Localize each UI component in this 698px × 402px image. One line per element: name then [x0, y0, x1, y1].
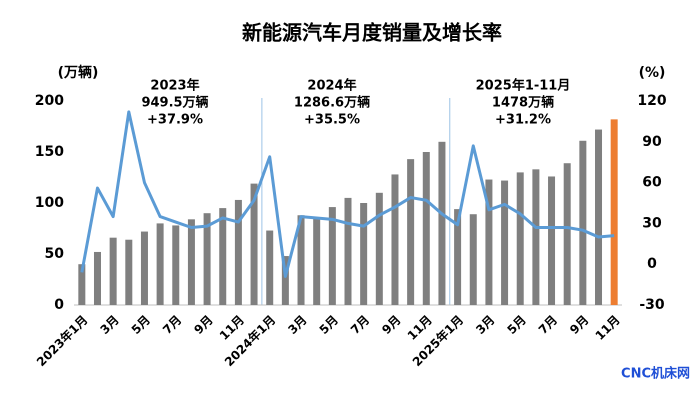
bar [407, 159, 415, 305]
chart-title: 新能源汽车月度销量及增长率 [242, 21, 502, 45]
annotation: 1478万辆 [492, 95, 554, 111]
annotation: 2025年1-11月 [476, 78, 571, 94]
x-tick-label: 3月 [97, 313, 121, 337]
bar [422, 152, 430, 305]
bar [501, 180, 509, 305]
y-tick-label: 50 [45, 246, 65, 262]
bar [156, 223, 164, 305]
bar [360, 203, 368, 305]
x-tick-label: 7月 [160, 313, 184, 337]
y2-tick-label: 0 [647, 256, 657, 272]
bar [313, 218, 321, 305]
x-tick-label: 9月 [379, 313, 403, 337]
bar [93, 251, 101, 305]
bar [532, 169, 540, 305]
annotation: +37.9% [147, 113, 203, 128]
bar [548, 176, 556, 305]
bar [172, 225, 180, 305]
bar [438, 141, 446, 305]
bar [469, 214, 477, 305]
y-tick-label: 200 [35, 93, 64, 109]
y2-tick-label: -30 [639, 297, 665, 313]
y-tick-label: 100 [35, 195, 64, 211]
bar [250, 183, 258, 305]
y-axis-label: (万辆) [58, 64, 99, 81]
x-tick-label: 5月 [317, 313, 341, 337]
bar [454, 209, 462, 305]
bar [203, 213, 211, 305]
y2-axis-label: (%) [639, 65, 666, 81]
annotation: 1286.6万辆 [294, 95, 370, 111]
bar [297, 215, 305, 305]
annotation: +35.5% [304, 113, 360, 128]
bar [375, 192, 383, 305]
annotation: 2024年 [307, 78, 356, 94]
bar [187, 219, 195, 305]
x-tick-label: 3月 [285, 313, 309, 337]
x-tick-label: 9月 [567, 313, 591, 337]
bar [516, 172, 524, 305]
annotation: +31.2% [495, 113, 551, 128]
x-tick-label: 7月 [536, 313, 560, 337]
y-tick-label: 0 [54, 297, 64, 313]
x-tick-label: 3月 [473, 313, 497, 337]
bar [219, 208, 227, 305]
bar [579, 140, 587, 305]
bar [281, 256, 289, 305]
bar [563, 163, 571, 305]
y2-tick-label: 90 [642, 134, 662, 150]
bar [78, 264, 86, 305]
annotation: 2023年 [150, 78, 199, 94]
x-tick-label: 11月 [593, 313, 623, 343]
x-tick-label: 7月 [348, 313, 372, 337]
bar [610, 119, 618, 305]
bar [344, 197, 352, 305]
x-tick-label: 2023年1月 [33, 312, 90, 369]
y-tick-label: 150 [35, 144, 64, 160]
y2-tick-label: 60 [642, 175, 662, 191]
x-tick-label: 5月 [505, 313, 529, 337]
growth-line [80, 110, 615, 278]
annotation: 949.5万辆 [141, 95, 208, 111]
bar [109, 237, 117, 305]
bar [595, 129, 603, 305]
x-tick-label: 5月 [129, 313, 153, 337]
y2-tick-label: 120 [637, 93, 666, 109]
x-tick-label: 9月 [191, 313, 215, 337]
bar [328, 207, 336, 305]
bar [266, 230, 274, 305]
source: CNC机床网 [621, 366, 690, 382]
bar [234, 199, 242, 305]
bar [125, 239, 133, 305]
y2-tick-label: 30 [642, 215, 662, 231]
bar [391, 174, 399, 305]
bar [140, 231, 148, 305]
bar [485, 179, 493, 305]
